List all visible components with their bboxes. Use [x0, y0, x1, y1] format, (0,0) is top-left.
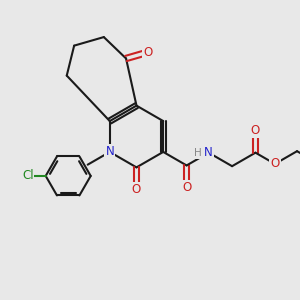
- Text: O: O: [132, 183, 141, 196]
- Text: O: O: [270, 158, 280, 170]
- Text: Cl: Cl: [22, 169, 34, 182]
- Text: N: N: [105, 146, 114, 158]
- Text: H: H: [194, 148, 202, 158]
- Text: N: N: [204, 146, 213, 159]
- Text: O: O: [251, 124, 260, 137]
- Text: O: O: [182, 182, 191, 194]
- Text: O: O: [143, 46, 152, 59]
